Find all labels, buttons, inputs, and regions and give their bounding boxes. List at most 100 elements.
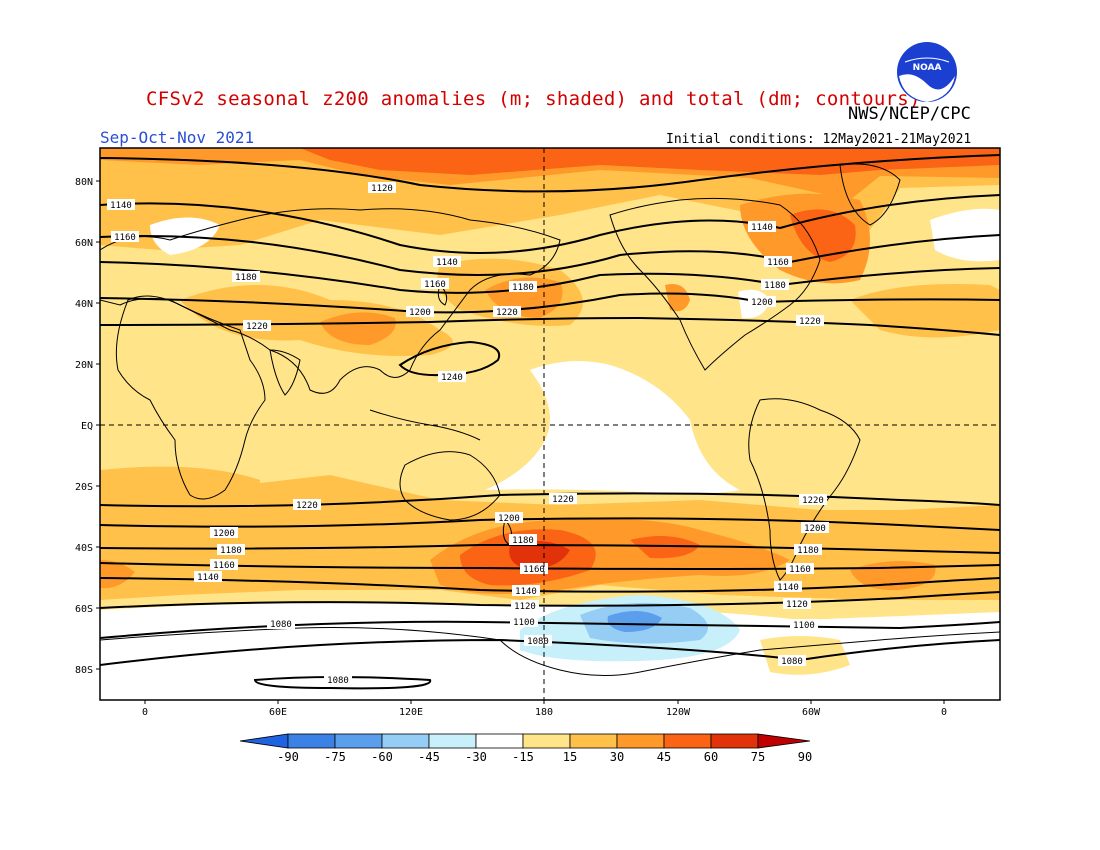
colorbar-label: -45 (418, 750, 440, 764)
anomaly-fill-60-75-canada (790, 209, 856, 262)
contour-label: 1220 (293, 499, 321, 511)
coastline-layer (100, 163, 1000, 677)
lat-label: 80S (75, 665, 93, 676)
contour-label: 1160 (786, 563, 814, 575)
coastline-greenland (839, 163, 901, 226)
lon-label: 120E (399, 707, 423, 718)
svg-text:1120: 1120 (514, 602, 536, 612)
svg-text:1220: 1220 (802, 496, 824, 506)
svg-text:1100: 1100 (793, 621, 815, 631)
svg-text:1180: 1180 (512, 283, 534, 293)
colorbar-label: -30 (465, 750, 487, 764)
contour-label: 1160 (210, 559, 238, 571)
svg-text:1140: 1140 (110, 201, 132, 211)
contour-label: 1080 (524, 635, 552, 647)
contour-label: 1120 (511, 600, 539, 612)
map-title: CFSv2 seasonal z200 anomalies (m; shaded… (146, 88, 921, 110)
contour-label: 1200 (801, 522, 829, 534)
colorbar-label: 45 (657, 750, 671, 764)
colorbar-swatch (569, 733, 618, 749)
svg-text:1200: 1200 (409, 308, 431, 318)
lat-label: 20N (75, 360, 93, 371)
contour-1220-n (100, 316, 1000, 336)
svg-text:1080: 1080 (327, 676, 349, 686)
contour-1140-s (100, 577, 1000, 593)
noaa-logo: NOAA (897, 42, 957, 102)
anomaly-fill-30-45-natl (850, 284, 1000, 338)
svg-text:1140: 1140 (197, 573, 219, 583)
contour-label: 1140 (194, 571, 222, 583)
colorbar-swatch (381, 733, 430, 749)
svg-text:1120: 1120 (371, 184, 393, 194)
colorbar-arrow-left (239, 733, 289, 749)
contour-label: 1220 (493, 306, 521, 318)
colorbar-label: 90 (798, 750, 812, 764)
colorbar-swatch (616, 733, 665, 749)
svg-text:1220: 1220 (496, 308, 518, 318)
svg-text:1180: 1180 (764, 281, 786, 291)
contour-label: 1220 (799, 494, 827, 506)
contour-label: 1160 (421, 278, 449, 290)
colorbar-swatch (522, 733, 571, 749)
contour-1220-s (100, 492, 1000, 508)
contour-label: 1220 (549, 493, 577, 505)
contour-label: 1080 (267, 618, 295, 630)
contour-label: 1100 (790, 619, 818, 631)
contour-1120-n (100, 154, 1000, 193)
svg-text:1160: 1160 (424, 280, 446, 290)
svg-text:1160: 1160 (213, 561, 235, 571)
noaa-logo-text: NOAA (913, 63, 942, 73)
contour-label: 1080 (324, 674, 352, 686)
svg-text:1140: 1140 (751, 223, 773, 233)
lat-label: 60N (75, 238, 93, 249)
svg-text:1220: 1220 (552, 495, 574, 505)
coastline-eurasia (100, 208, 561, 394)
season-label: Sep-Oct-Nov 2021 (100, 128, 255, 147)
contour-label: 1180 (761, 279, 789, 291)
colorbar-label: -75 (324, 750, 346, 764)
svg-text:1140: 1140 (777, 583, 799, 593)
contour-label: 1220 (243, 320, 271, 332)
lon-label: 0 (941, 707, 947, 718)
shading-layer (100, 148, 1000, 700)
contour-label: 1200 (748, 296, 776, 308)
colorbar-swatch (663, 733, 712, 749)
contour-1080-s (100, 638, 1000, 666)
colorbar-label: -60 (371, 750, 393, 764)
contour-1160-n (100, 234, 1000, 276)
coastline-indonesia (369, 409, 481, 441)
svg-text:1120: 1120 (786, 600, 808, 610)
coastline-africa (115, 295, 266, 500)
anomaly-fill-45-60-china (320, 312, 396, 345)
lon-label: 120W (666, 707, 691, 718)
contour-1160-s (100, 562, 1000, 570)
contour-label: 1200 (210, 527, 238, 539)
lat-label: 40S (75, 543, 93, 554)
colorbar: -90 -75 -60 -45 -30 -15 15 30 45 60 75 90 (239, 733, 812, 764)
anomaly-fill-45-60-west (100, 560, 135, 589)
svg-text:1220: 1220 (799, 317, 821, 327)
contour-label: 1180 (217, 544, 245, 556)
coastline-north-america (609, 197, 821, 371)
svg-text:1160: 1160 (789, 565, 811, 575)
contour-label: 1180 (509, 281, 537, 293)
lat-label: 40N (75, 299, 93, 310)
contour-1240-n (398, 340, 501, 377)
contour-1200-n (100, 292, 1000, 314)
contour-label-layer: 1120 1140 1160 1180 1220 1140 1160 1200 … (107, 182, 829, 686)
contour-label: 1180 (232, 271, 260, 283)
lat-label: 80N (75, 177, 93, 188)
contour-label: 1120 (368, 182, 396, 194)
colorbar-swatch (710, 733, 759, 749)
colorbar-label: 15 (563, 750, 577, 764)
lon-label: 60E (269, 707, 287, 718)
svg-text:1240: 1240 (441, 373, 463, 383)
lat-label: 60S (75, 604, 93, 615)
svg-text:1080: 1080 (781, 657, 803, 667)
colorbar-swatch (287, 733, 336, 749)
svg-text:1140: 1140 (436, 258, 458, 268)
svg-text:1160: 1160 (114, 233, 136, 243)
contour-1180-s (100, 543, 1000, 554)
coastline-antarctica (100, 627, 1000, 677)
contour-label: 1200 (495, 512, 523, 524)
